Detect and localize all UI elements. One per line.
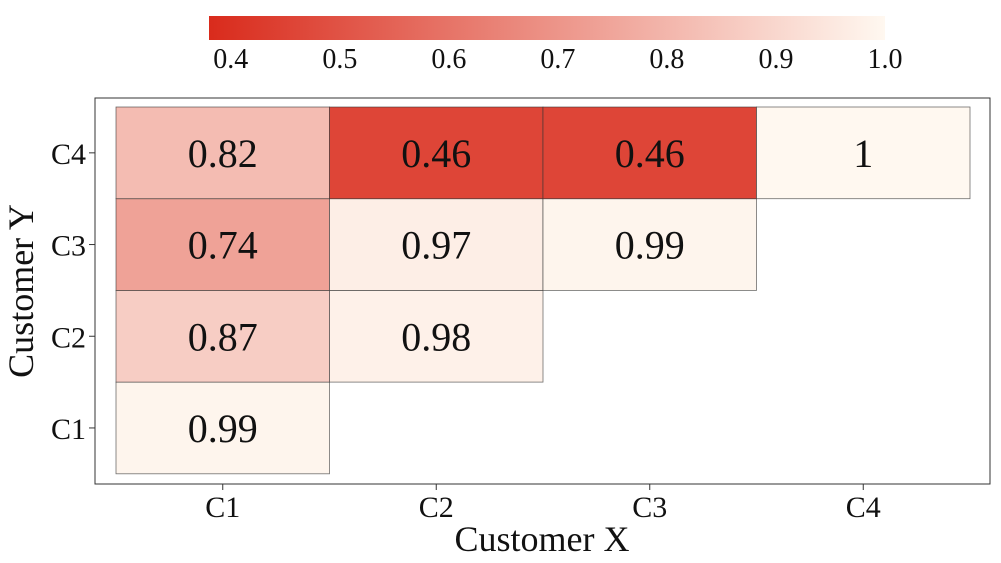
colorbar-tick-label: 0.7	[540, 44, 575, 75]
heatmap-cell	[115, 106, 330, 200]
y-tick-label: C3	[51, 230, 86, 263]
colorbar-tick-label: 0.8	[649, 44, 684, 75]
colorbar-tick-label: 0.6	[431, 44, 466, 75]
x-tick-label: C2	[419, 491, 454, 524]
colorbar: 0.4 0.5 0.6 0.7 0.8 0.9 1.0	[209, 16, 903, 75]
cell-value-label: 0.97	[401, 223, 471, 268]
heatmap-cell-labels: 0.99 0.87 0.74 0.82 0.98 0.97 0.46 0.99 0.46 1	[188, 131, 874, 451]
colorbar-tick-label: 0.5	[322, 44, 357, 75]
heatmap-cell	[115, 381, 330, 475]
cell-value-label: 0.98	[401, 314, 471, 359]
heatmap-cell	[115, 198, 330, 291]
cell-value-label: 1	[853, 131, 873, 176]
cell-value-label: 0.87	[188, 314, 258, 359]
cell-value-label: 0.46	[401, 131, 471, 176]
y-tick-label: C1	[51, 413, 86, 446]
colorbar-tick-label: 0.9	[758, 44, 793, 75]
heatmap-cells	[115, 106, 971, 475]
x-axis-label: Customer X	[455, 519, 630, 559]
x-tick-label: C1	[205, 491, 240, 524]
colorbar-ticks: 0.4 0.5 0.6 0.7 0.8 0.9 1.0	[213, 44, 902, 75]
heatmap-cell	[542, 198, 757, 291]
heatmap-cell	[542, 106, 757, 200]
cell-value-label: 0.99	[188, 406, 258, 451]
colorbar-tick-label: 0.4	[213, 44, 248, 75]
heatmap-cell	[329, 106, 544, 200]
colorbar-gradient	[209, 16, 885, 40]
y-tick-label: C4	[51, 138, 86, 171]
y-tick-label: C2	[51, 321, 86, 354]
cell-value-label: 0.82	[188, 131, 258, 176]
x-tick-label: C4	[846, 491, 881, 524]
y-axis-label: Customer Y	[1, 204, 41, 378]
x-axis-ticks: C1 C2 C3 C4	[205, 484, 881, 524]
cell-value-label: 0.74	[188, 223, 258, 268]
y-axis-ticks: C1 C2 C3 C4	[51, 138, 95, 446]
colorbar-tick-label: 1.0	[868, 44, 903, 75]
heatmap-cell	[756, 106, 971, 200]
cell-value-label: 0.99	[615, 223, 685, 268]
heatmap-cell	[329, 198, 544, 291]
heatmap-cell	[329, 289, 544, 383]
cell-value-label: 0.46	[615, 131, 685, 176]
x-tick-label: C3	[632, 491, 667, 524]
